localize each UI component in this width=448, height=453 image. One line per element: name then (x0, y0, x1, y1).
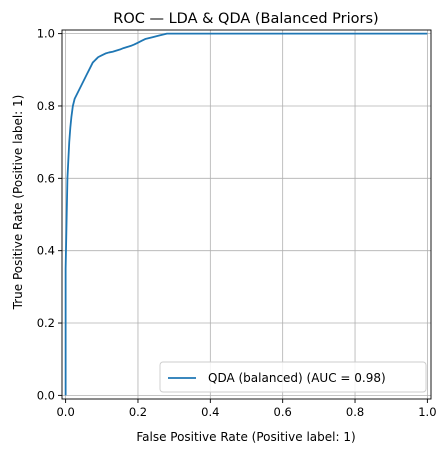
x-tick-label: 0.4 (201, 405, 219, 419)
x-tick-label: 1.0 (418, 405, 436, 419)
legend-box (159, 361, 427, 393)
legend: QDA (balanced) (AUC = 0.98) (159, 361, 427, 393)
y-tick-label: 0.4 (37, 244, 55, 258)
legend-label-qda: QDA (balanced) (AUC = 0.98) (208, 371, 386, 385)
y-tick-label: 0.2 (37, 316, 55, 330)
chart-title: ROC — LDA & QDA (Balanced Priors) (113, 11, 378, 27)
x-tick-label: 0.2 (129, 405, 147, 419)
grid-lines (62, 30, 431, 399)
x-tick-label: 0.6 (274, 405, 292, 419)
y-axis-label: True Positive Rate (Positive label: 1) (11, 95, 25, 311)
series-layer (64, 32, 428, 396)
y-tick-label: 1.0 (37, 27, 55, 41)
y-tick-label: 0.8 (37, 99, 55, 113)
x-tick-label: 0.0 (56, 405, 74, 419)
axis-ticks: 0.0 0.2 0.4 0.6 0.8 1.0 0.0 0.2 0.4 0.6 0.8 1.0 (37, 27, 437, 419)
y-tick-label: 0.6 (37, 171, 55, 185)
plot-frame (61, 29, 432, 400)
x-axis-label: False Positive Rate (Positive label: 1) (136, 430, 355, 444)
roc-curve-qda (64, 32, 428, 396)
y-tick-label: 0.0 (37, 388, 55, 402)
x-tick-label: 0.8 (346, 405, 364, 419)
